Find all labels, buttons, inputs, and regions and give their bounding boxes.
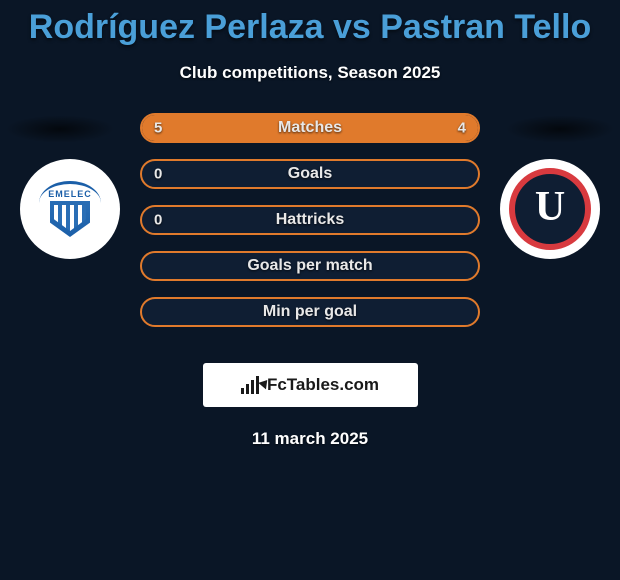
subtitle: Club competitions, Season 2025 [0, 63, 620, 83]
stat-label: Matches [278, 119, 342, 137]
stat-label: Hattricks [276, 211, 344, 229]
emelec-crest-icon: EMELEC [35, 174, 105, 244]
brand-text: FcTables.com [267, 375, 379, 395]
stat-value-right: 4 [458, 120, 466, 137]
comparison-area: EMELEC U 5 Matches 4 0 Goals 0 Hattricks… [0, 113, 620, 353]
avatar-shadow-left [5, 115, 115, 143]
brand-logo[interactable]: FcTables.com [203, 363, 418, 407]
stat-bars: 5 Matches 4 0 Goals 0 Hattricks Goals pe… [140, 113, 480, 343]
stat-value-left: 0 [154, 212, 162, 229]
team-badge-right: U [500, 159, 600, 259]
stat-label: Goals [288, 165, 332, 183]
stat-label: Min per goal [263, 303, 357, 321]
bar-chart-icon [241, 376, 259, 394]
team-badge-left: EMELEC [20, 159, 120, 259]
page-title: Rodríguez Perlaza vs Pastran Tello [0, 0, 620, 47]
stat-row-min-per-goal: Min per goal [140, 297, 480, 327]
stat-row-goals-per-match: Goals per match [140, 251, 480, 281]
liga-u-crest-icon: U [509, 168, 591, 250]
avatar-shadow-right [505, 115, 615, 143]
stat-row-goals: 0 Goals [140, 159, 480, 189]
stat-value-left: 5 [154, 120, 162, 137]
stat-value-left: 0 [154, 166, 162, 183]
date-label: 11 march 2025 [0, 429, 620, 449]
stat-row-matches: 5 Matches 4 [140, 113, 480, 143]
stat-label: Goals per match [247, 257, 372, 275]
stat-row-hattricks: 0 Hattricks [140, 205, 480, 235]
